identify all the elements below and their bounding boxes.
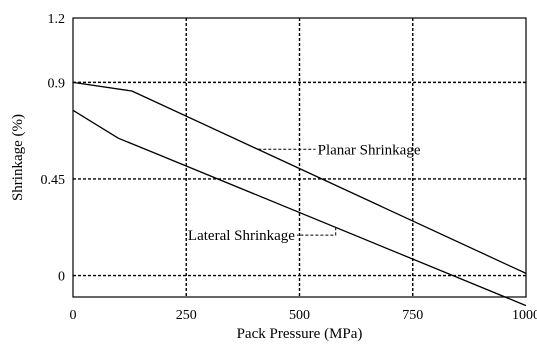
tick-labels: 0 250 500 750 1000 0 0.45 0.9 1.2 (41, 12, 537, 323)
x-tick-label-4: 1000 (512, 308, 537, 323)
y-tick-label-3: 1.2 (48, 12, 66, 27)
y-tick-label-2: 0.9 (48, 76, 66, 91)
y-tick-label-0: 0 (58, 270, 65, 285)
x-axis-label: Pack Pressure (MPa) (237, 326, 363, 342)
annotation-leader-1 (297, 227, 337, 236)
series-lines (72, 81, 527, 307)
annotation-label-1: Lateral Shrinkage (188, 228, 295, 244)
x-tick-label-2: 500 (289, 308, 310, 323)
x-tick-label-0: 0 (70, 308, 77, 323)
plot-frame (72, 17, 527, 298)
series-line-1 (72, 109, 527, 307)
annotation-label-0: Planar Shrinkage (318, 142, 421, 158)
y-axis-label: Shrinkage (%) (10, 114, 26, 201)
series-line-0 (72, 81, 527, 274)
y-tick-label-1: 0.45 (41, 173, 66, 188)
x-tick-label-3: 750 (402, 308, 423, 323)
annotations: Planar Shrinkage Lateral Shrinkage (188, 142, 421, 244)
grid-lines (73, 18, 526, 297)
x-tick-label-1: 250 (176, 308, 197, 323)
